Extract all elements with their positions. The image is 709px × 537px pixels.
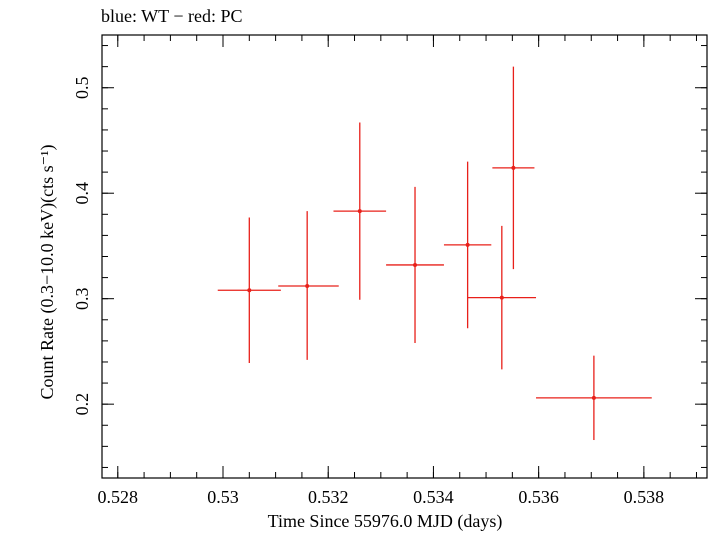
data-point <box>217 217 281 364</box>
data-marker <box>247 288 252 293</box>
data-marker <box>499 295 504 300</box>
x-tick-label: 0.528 <box>98 487 139 507</box>
data-point <box>467 225 537 370</box>
x-tick-label: 0.53 <box>207 487 239 507</box>
y-tick-label: 0.3 <box>72 287 92 310</box>
data-point <box>386 186 444 343</box>
data-point <box>492 66 535 270</box>
y-tick-label: 0.5 <box>72 76 92 99</box>
data-point <box>278 211 339 360</box>
x-tick-label: 0.536 <box>518 487 559 507</box>
x-tick-label: 0.538 <box>624 487 665 507</box>
data-marker <box>413 262 418 267</box>
plot-frame <box>101 34 708 479</box>
y-tick-label: 0.2 <box>72 393 92 416</box>
x-tick-label: 0.532 <box>308 487 349 507</box>
data-marker <box>465 242 470 247</box>
data-marker <box>357 209 362 214</box>
data-marker <box>511 165 516 170</box>
data-point <box>333 122 387 300</box>
y-tick-label: 0.4 <box>72 182 92 205</box>
data-marker <box>305 284 310 289</box>
x-axis-label: Time Since 55976.0 MJD (days) <box>268 511 503 532</box>
data-point <box>443 161 492 329</box>
x-tick-label: 0.534 <box>413 487 454 507</box>
data-series <box>217 66 652 441</box>
chart-title: blue: WT − red: PC <box>101 6 242 26</box>
data-point <box>536 355 652 441</box>
axes: 0.528 0.53 0.532 0.534 0.536 0.538 0.2 0.3 0.4 0.… <box>72 35 707 507</box>
y-axis-label: Count Rate (0.3−10.0 keV)(cts s⁻¹) <box>37 144 58 399</box>
data-marker <box>591 395 596 400</box>
